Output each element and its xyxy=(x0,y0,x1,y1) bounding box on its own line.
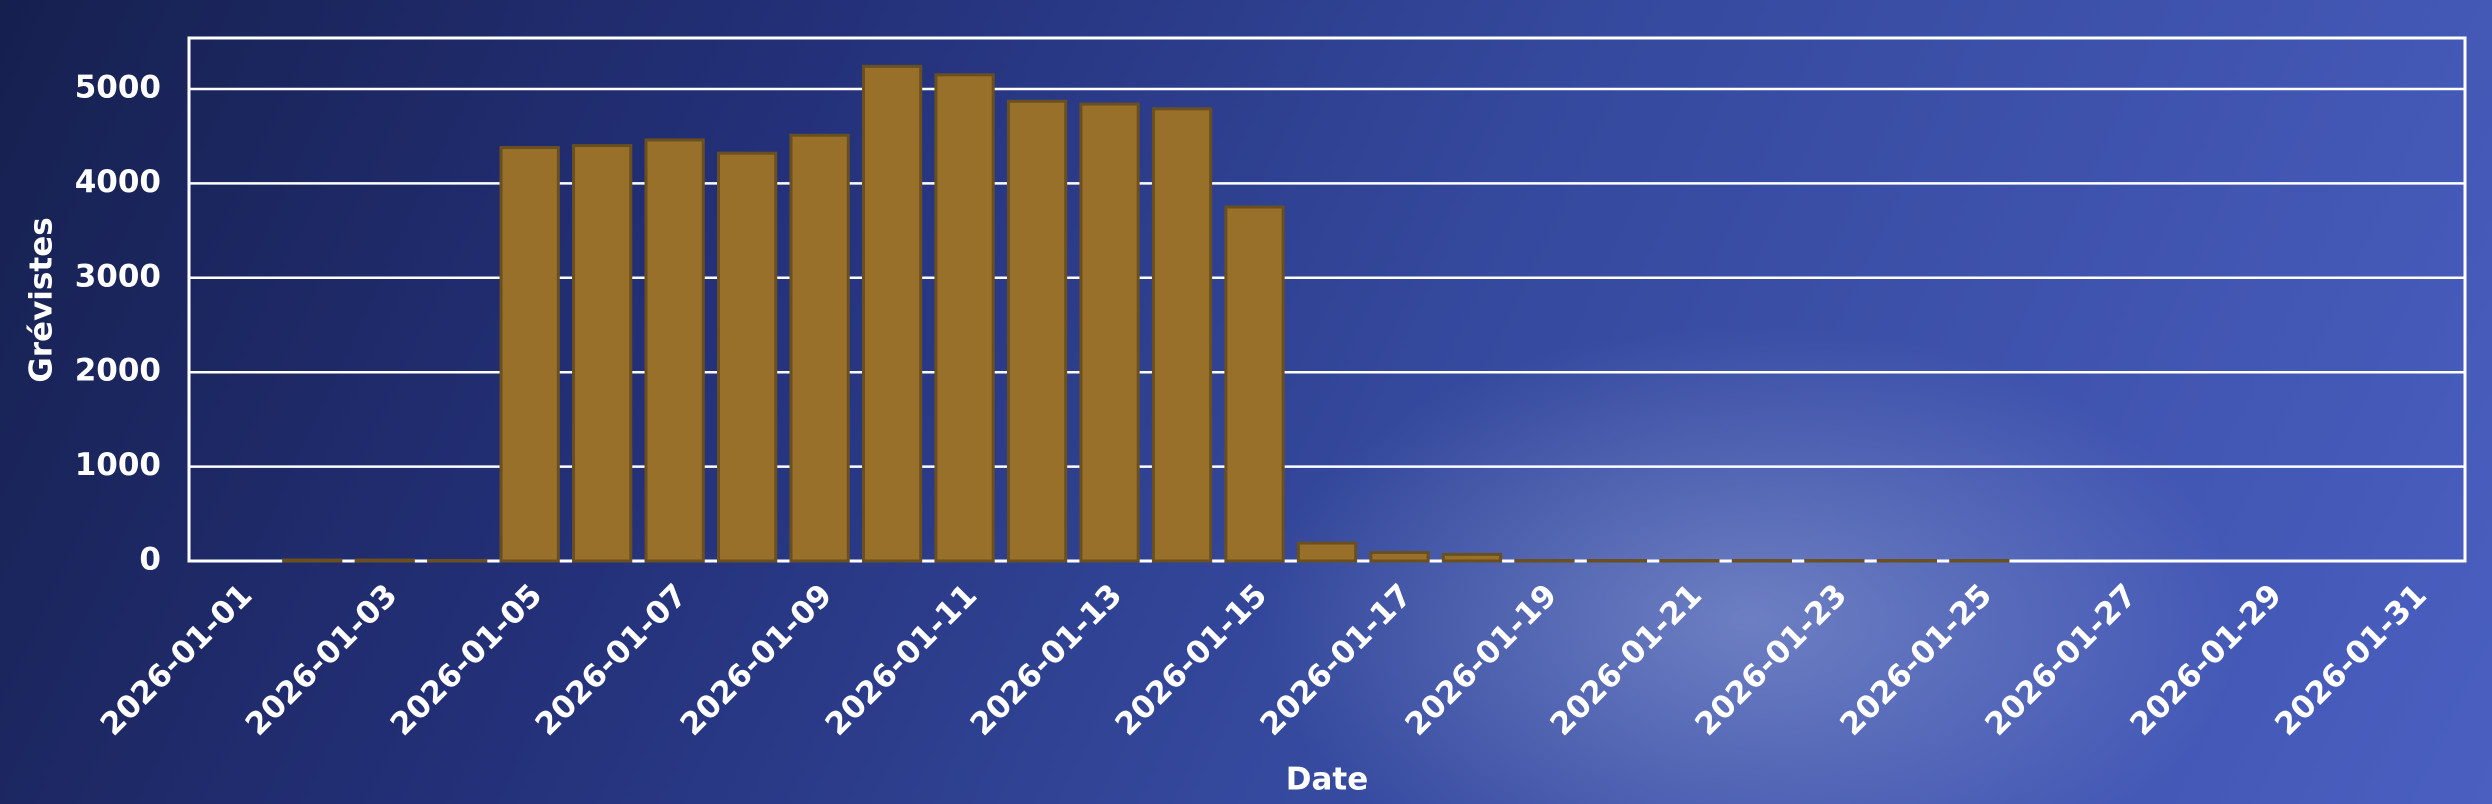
y-tick-label: 1000 xyxy=(75,447,161,483)
y-tick-label: 5000 xyxy=(75,69,161,105)
bar xyxy=(572,144,633,563)
x-tick-label: 2026-01-23 xyxy=(1688,577,1854,743)
bar xyxy=(1006,99,1068,563)
x-tick-label: 2026-01-17 xyxy=(1253,577,1419,743)
bar xyxy=(354,558,415,563)
bar xyxy=(1151,107,1213,563)
x-tick-label: 2026-01-15 xyxy=(1109,577,1275,743)
bar xyxy=(1296,541,1358,563)
bar xyxy=(499,146,560,563)
x-tick-label: 2026-01-11 xyxy=(819,577,985,743)
x-tick-label: 2026-01-03 xyxy=(239,577,405,743)
x-tick-label: 2026-01-29 xyxy=(2123,577,2289,743)
x-tick-label: 2026-01-07 xyxy=(529,577,695,743)
x-tick-label: 2026-01-25 xyxy=(1833,577,1999,743)
x-tick-label: 2026-01-31 xyxy=(2268,577,2434,743)
bar xyxy=(1224,205,1285,563)
x-tick-label: 2026-01-19 xyxy=(1398,577,1564,743)
bar xyxy=(644,138,705,563)
bar xyxy=(716,151,778,563)
x-tick-label: 2026-01-09 xyxy=(674,577,840,743)
bar xyxy=(1441,552,1503,563)
y-tick-label: 4000 xyxy=(75,164,161,200)
x-tick-label: 2026-01-27 xyxy=(1978,577,2144,743)
bar xyxy=(1369,551,1430,563)
x-tick-label: 2026-01-01 xyxy=(94,577,260,743)
y-axis-label: Grévistes xyxy=(24,217,60,382)
bar xyxy=(789,133,850,563)
x-tick-label: 2026-01-21 xyxy=(1543,577,1709,743)
x-tick-label: 2026-01-13 xyxy=(964,577,1130,743)
y-tick-label: 3000 xyxy=(75,258,161,294)
bar xyxy=(861,64,923,563)
bar xyxy=(934,73,995,563)
y-tick-label: 0 xyxy=(139,542,161,578)
bar xyxy=(1079,102,1140,563)
x-tick-label: 2026-01-05 xyxy=(384,577,550,743)
bar xyxy=(282,558,343,563)
x-axis-label: Date xyxy=(1286,762,1369,798)
y-tick-label: 2000 xyxy=(75,353,161,389)
